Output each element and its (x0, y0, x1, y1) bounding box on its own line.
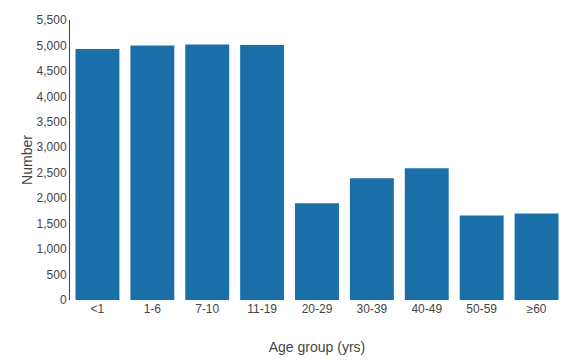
svg-text:50-59: 50-59 (466, 302, 497, 316)
svg-text:Number: Number (19, 135, 35, 185)
svg-text:30-39: 30-39 (357, 302, 388, 316)
svg-text:1,000: 1,000 (37, 242, 67, 256)
svg-text:4,000: 4,000 (37, 90, 67, 104)
svg-text:<1: <1 (91, 302, 105, 316)
svg-text:2,500: 2,500 (37, 166, 67, 180)
svg-text:2,000: 2,000 (37, 191, 67, 205)
svg-text:11-19: 11-19 (247, 302, 277, 316)
svg-text:20-29: 20-29 (302, 302, 333, 316)
svg-text:≥60: ≥60 (527, 302, 547, 316)
svg-text:Age group (yrs): Age group (yrs) (269, 339, 365, 355)
svg-text:3,500: 3,500 (37, 115, 67, 129)
svg-text:5,000: 5,000 (37, 39, 67, 53)
svg-text:3,000: 3,000 (37, 140, 67, 154)
svg-text:500: 500 (47, 268, 67, 282)
svg-text:0: 0 (60, 293, 67, 307)
svg-text:1-6: 1-6 (144, 302, 162, 316)
svg-text:40-49: 40-49 (411, 302, 442, 316)
svg-text:1,500: 1,500 (37, 217, 67, 231)
svg-text:7-10: 7-10 (195, 302, 219, 316)
svg-text:4,500: 4,500 (37, 64, 67, 78)
svg-text:5,500: 5,500 (37, 13, 67, 27)
